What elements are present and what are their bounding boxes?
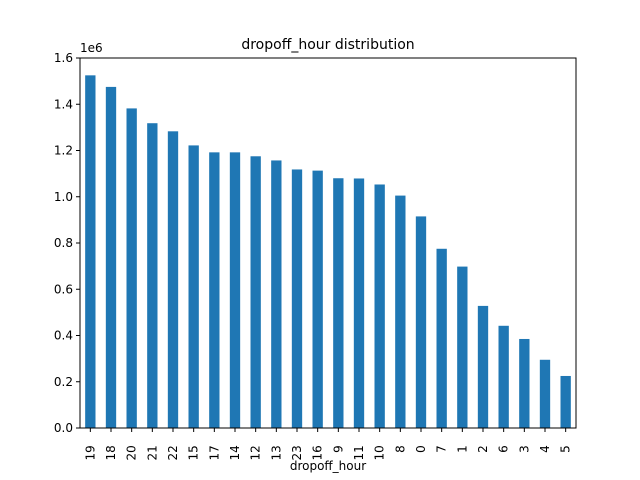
chart-title: dropoff_hour distribution [241,37,414,53]
bar-3 [519,338,530,428]
x-tick-label-5: 5 [559,445,573,453]
y-tick-label-5: 1.0 [54,190,73,204]
y-tick-label-8: 1.6 [54,51,73,65]
x-tick-label-14: 14 [228,445,242,460]
bar-15 [188,145,199,428]
bar-0 [415,216,427,428]
bar-20 [126,108,137,428]
plot-frame [79,57,577,429]
x-tick-label-1: 1 [455,445,469,453]
y-tick-label-6: 1.2 [54,144,73,158]
y-tick-label-3: 0.6 [54,282,73,296]
x-tick-label-13: 13 [269,445,283,460]
x-ticks-group: 19 18 20 21 22 15 17 14 12 13 23 16 9 11 10 8 0 7 1 2 6 3 4 5 [83,428,573,460]
bar-8 [395,195,406,428]
x-tick-label-2: 2 [476,445,490,453]
x-tick-label-17: 17 [207,445,221,460]
x-tick-label-11: 11 [352,445,366,460]
y-tick-label-7: 1.4 [54,97,73,111]
bar-22 [167,131,179,428]
x-tick-label-10: 10 [373,445,387,460]
y-tick-label-1: 0.2 [54,375,73,389]
bar-13 [271,160,282,428]
bar-1 [457,266,468,428]
x-tick-label-6: 6 [497,445,511,453]
y-ticks-group: 0.0 0.2 0.4 0.6 0.8 1.0 1.2 1.4 1.6 [54,51,80,435]
y-tick-label-0: 0.0 [54,421,73,435]
x-tick-label-3: 3 [517,445,531,453]
x-tick-label-20: 20 [125,445,139,460]
y-tick-label-2: 0.4 [54,329,73,343]
x-tick-label-16: 16 [311,445,325,460]
bar-4 [539,359,551,428]
y-offset-label: 1e6 [80,41,103,55]
bar-6 [498,325,509,428]
x-tick-label-8: 8 [393,445,407,453]
bar-10 [374,184,385,428]
x-tick-label-21: 21 [145,445,159,460]
x-axis-label: dropoff_hour [290,459,366,473]
bar-18 [105,86,117,428]
x-tick-label-7: 7 [435,445,449,453]
bar-16 [312,170,323,428]
bar-2 [477,305,489,428]
bar-11 [353,178,365,428]
bar-23 [291,169,303,428]
x-tick-label-23: 23 [290,445,304,460]
bars-group [85,75,571,429]
bar-5 [560,375,571,428]
y-tick-label-4: 0.8 [54,236,73,250]
x-tick-label-0: 0 [414,445,428,453]
x-tick-label-12: 12 [249,445,263,460]
x-tick-label-15: 15 [187,445,201,460]
bar-7 [436,248,447,428]
bar-17 [209,152,220,428]
x-tick-label-22: 22 [166,445,180,460]
x-tick-label-19: 19 [83,445,97,460]
bar-21 [147,123,158,429]
bar-19 [85,75,96,428]
bar-9 [333,178,344,428]
bar-14 [229,152,241,428]
x-tick-label-9: 9 [331,445,345,453]
x-tick-label-4: 4 [538,445,552,453]
x-tick-label-18: 18 [104,445,118,460]
bar-12 [250,156,261,428]
